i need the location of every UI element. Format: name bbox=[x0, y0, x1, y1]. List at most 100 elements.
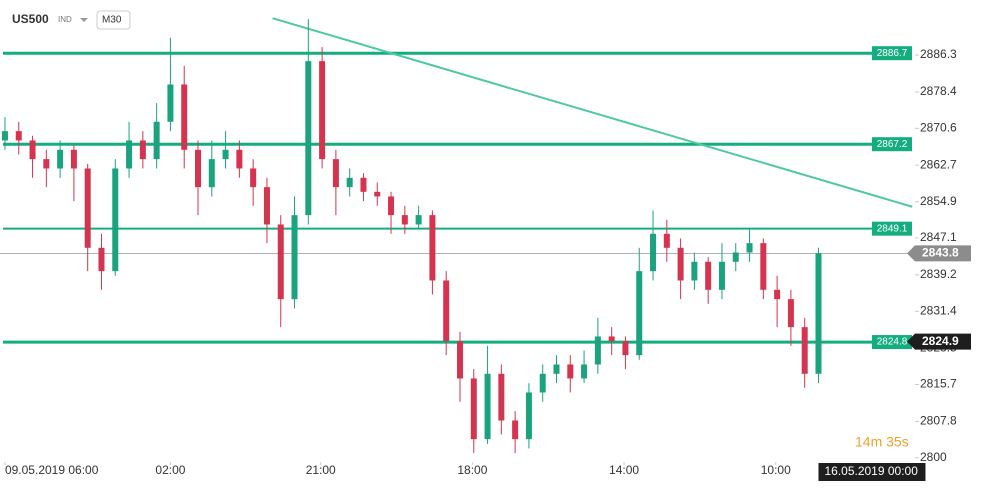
candle-body bbox=[663, 233, 670, 248]
candle-body bbox=[567, 364, 574, 379]
candle-body bbox=[732, 252, 739, 262]
candle-body bbox=[512, 420, 519, 440]
candle-body bbox=[470, 378, 477, 440]
candle-body bbox=[691, 261, 698, 281]
level-label-box bbox=[872, 221, 912, 236]
y-tick-label: 2839.2 bbox=[920, 267, 957, 281]
y-tick-label: 2807.8 bbox=[920, 414, 957, 428]
candle-body bbox=[705, 261, 712, 290]
candle-body bbox=[126, 140, 133, 169]
candle-body bbox=[319, 61, 326, 160]
candle-body bbox=[29, 140, 36, 160]
level-label: 2867.2 bbox=[877, 139, 908, 150]
market: IND bbox=[58, 15, 72, 24]
candle-body bbox=[581, 364, 588, 379]
candle-body bbox=[525, 392, 532, 440]
candle-body bbox=[774, 289, 781, 300]
x-tick-label: 02:00 bbox=[155, 463, 185, 477]
price-marker-box bbox=[907, 245, 971, 262]
y-tick-label: 2870.6 bbox=[920, 121, 957, 135]
cursor-time-box bbox=[818, 463, 926, 481]
candle-body bbox=[622, 341, 629, 356]
y-tick-label: 2862.7 bbox=[920, 157, 957, 171]
candle-body bbox=[15, 131, 22, 141]
y-tick-label: 2878.4 bbox=[920, 84, 957, 98]
candle-body bbox=[718, 261, 725, 290]
candle-body bbox=[305, 61, 312, 216]
y-tick-label: 2847.1 bbox=[920, 230, 957, 244]
x-tick-label: 14:00 bbox=[609, 463, 639, 477]
dropdown-arrow[interactable] bbox=[80, 18, 88, 22]
candle-body bbox=[746, 243, 753, 253]
price-marker-label: 2843.8 bbox=[922, 246, 959, 260]
x-tick-label: 18:00 bbox=[457, 463, 487, 477]
candle-body bbox=[360, 177, 367, 192]
candle-body bbox=[415, 215, 422, 225]
candle-body bbox=[167, 84, 174, 122]
x-tick-label: 10:00 bbox=[761, 463, 791, 477]
cursor-time-label: 16.05.2019 00:00 bbox=[824, 464, 918, 478]
candle-body bbox=[815, 253, 822, 374]
symbol: US500 bbox=[12, 12, 49, 26]
candle-body bbox=[801, 327, 808, 374]
candle-body bbox=[98, 247, 105, 272]
candle-body bbox=[153, 121, 160, 160]
candle-body bbox=[277, 224, 284, 300]
candle-body bbox=[236, 149, 243, 169]
level-label-box bbox=[872, 46, 912, 61]
y-tick-label: 2831.4 bbox=[920, 303, 957, 317]
candle-body bbox=[112, 168, 119, 272]
level-label: 2886.7 bbox=[877, 48, 908, 59]
x-tick-label: 21:00 bbox=[306, 463, 336, 477]
candle-body bbox=[401, 215, 408, 225]
candle-body bbox=[594, 336, 601, 365]
candle-body bbox=[332, 159, 339, 188]
y-tick-label: 2815.7 bbox=[920, 377, 957, 391]
y-tick-label: 2886.3 bbox=[920, 47, 957, 61]
candle-body bbox=[195, 149, 202, 188]
candle-body bbox=[429, 215, 436, 281]
candle-body bbox=[181, 84, 188, 150]
candle-body bbox=[677, 247, 684, 281]
candle-body bbox=[84, 168, 91, 248]
candle-body bbox=[388, 196, 395, 216]
y-tick-label: 2854.9 bbox=[920, 194, 957, 208]
level-label: 2849.1 bbox=[877, 223, 908, 234]
candle-body bbox=[70, 149, 77, 169]
candle-body bbox=[760, 243, 767, 290]
candle-body bbox=[263, 187, 270, 225]
level-label: 2824.8 bbox=[877, 337, 908, 348]
candle-body bbox=[374, 191, 381, 197]
candle-body bbox=[208, 159, 215, 188]
candle-body bbox=[139, 140, 146, 160]
y-tick-label: 2800 bbox=[920, 450, 947, 464]
timer: 14m 35s bbox=[855, 434, 909, 450]
timeframe-button[interactable] bbox=[96, 10, 131, 30]
candle-body bbox=[539, 373, 546, 393]
candle-body bbox=[57, 149, 64, 169]
candle-body bbox=[484, 373, 491, 440]
candle-body bbox=[636, 271, 643, 356]
candle-body bbox=[250, 168, 257, 188]
level-label-box bbox=[872, 335, 912, 350]
timeframe: M30 bbox=[102, 15, 122, 26]
candle-body bbox=[553, 364, 560, 374]
candle-body bbox=[456, 341, 463, 379]
candle-body bbox=[787, 299, 794, 328]
candle-body bbox=[291, 215, 298, 300]
candle-body bbox=[608, 336, 615, 342]
candle-body bbox=[346, 177, 353, 188]
candle-body bbox=[43, 159, 50, 169]
price-marker-label: 2824.9 bbox=[922, 334, 959, 348]
candle-body bbox=[222, 149, 229, 160]
trendline bbox=[272, 17, 913, 208]
x-tick-label: 09.05.2019 06:00 bbox=[5, 463, 99, 477]
candle-body bbox=[650, 233, 657, 272]
price-marker-box bbox=[907, 333, 971, 350]
level-label-box bbox=[872, 137, 912, 152]
candle-body bbox=[1, 131, 8, 141]
candle-body bbox=[498, 373, 505, 421]
candle-body bbox=[443, 280, 450, 342]
